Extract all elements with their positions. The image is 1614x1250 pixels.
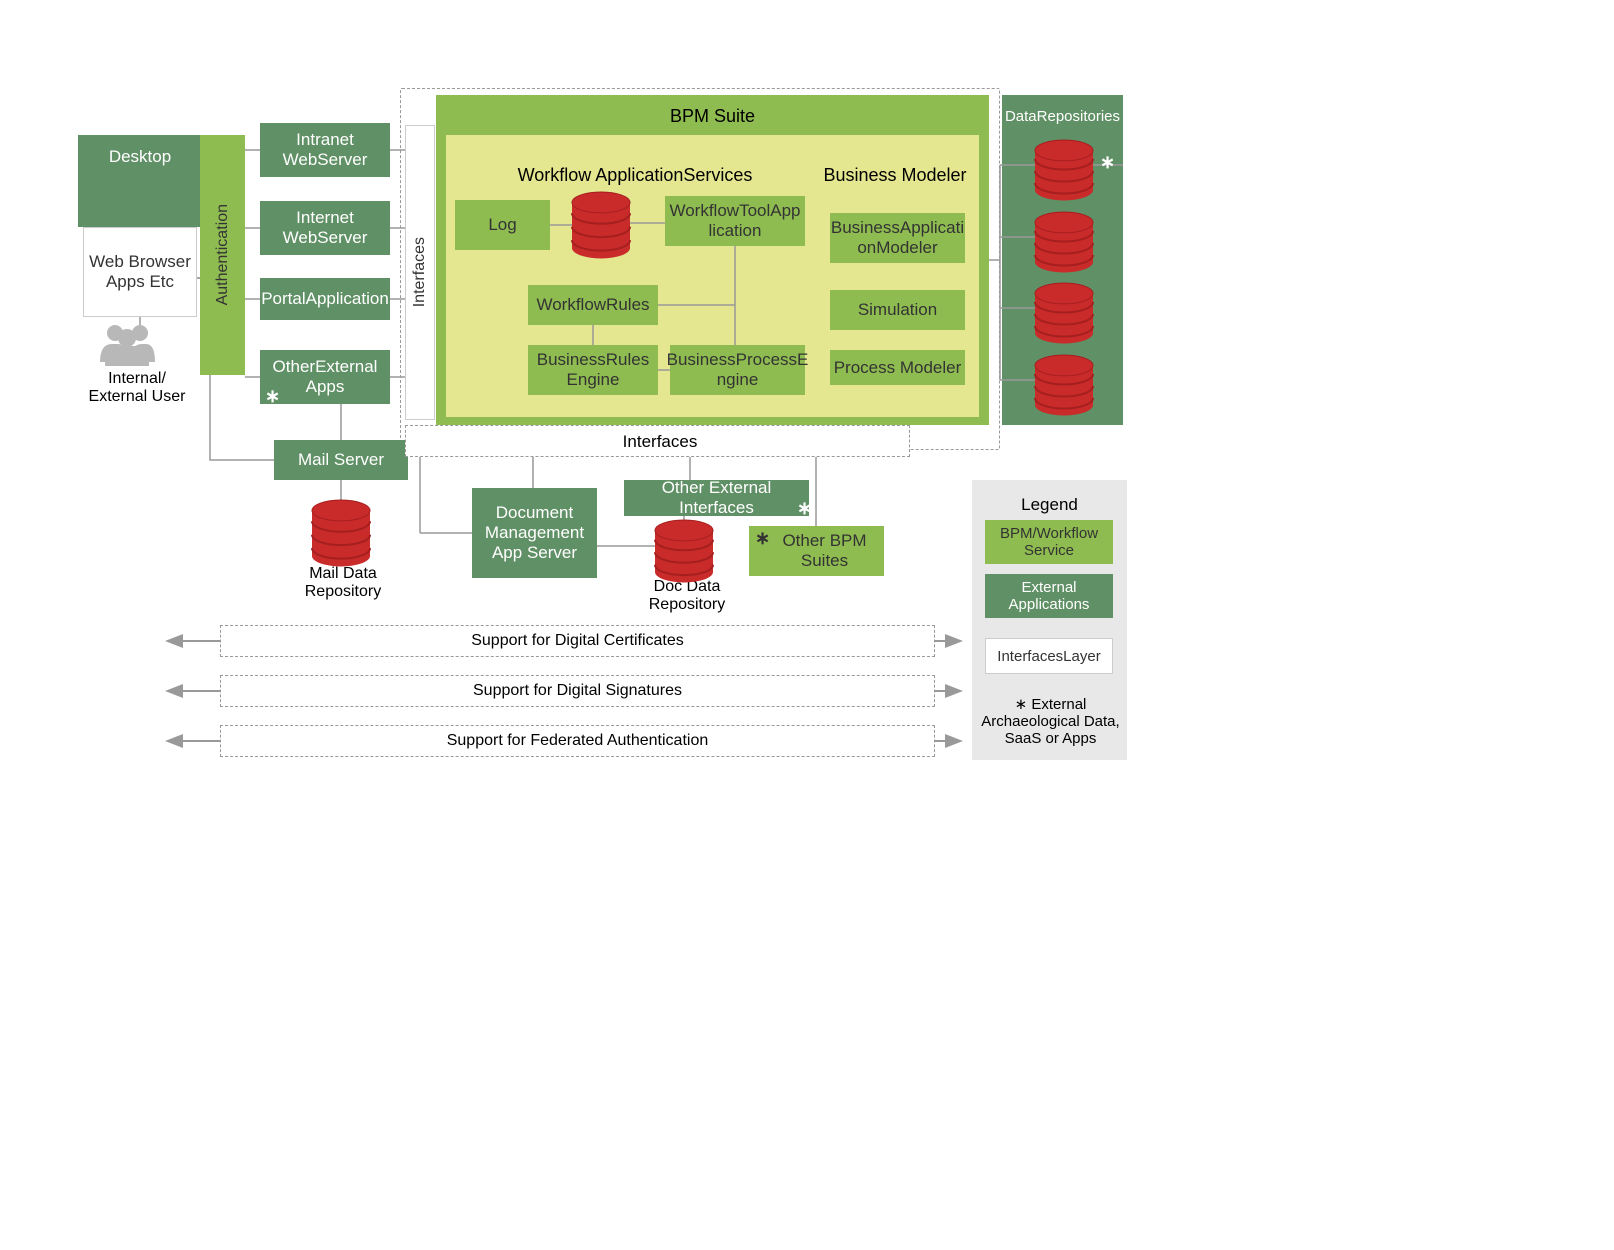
- other-ext-interfaces-box: Other External Interfaces: [624, 480, 809, 516]
- business-app-modeler-box: BusinessApplicati onModeler: [830, 213, 965, 263]
- connector-line: [935, 640, 947, 642]
- arrow-left-icon: [165, 684, 183, 698]
- arrow-right-icon: [945, 634, 963, 648]
- legend-ext-box: External Applications: [985, 574, 1113, 618]
- web-browser-box: Web Browser Apps Etc: [83, 227, 197, 317]
- support-cert-bar: Support for Digital Certificates: [220, 625, 935, 657]
- support-sig-label: Support for Digital Signatures: [473, 682, 682, 700]
- intranet-webserver-box: Intranet WebServer: [260, 123, 390, 177]
- data-repositories-title: DataRepositories: [1002, 108, 1123, 125]
- arrow-left-icon: [165, 634, 183, 648]
- doc-mgmt-box: Document Management App Server: [472, 488, 597, 578]
- mail-server-box: Mail Server: [274, 440, 408, 480]
- business-rules-engine-box: BusinessRules Engine: [528, 345, 658, 395]
- connector-line: [183, 640, 220, 642]
- database-cylinder-icon: [1035, 355, 1093, 420]
- arrow-left-icon: [165, 734, 183, 748]
- support-cert-label: Support for Digital Certificates: [471, 632, 684, 650]
- internet-webserver-box: Internet WebServer: [260, 201, 390, 255]
- database-cylinder-icon: [572, 192, 630, 263]
- interfaces-bottom-label: Interfaces: [420, 432, 900, 452]
- connector-line: [183, 690, 220, 692]
- database-cylinder-icon: [1035, 283, 1093, 348]
- database-cylinder-icon: [312, 500, 370, 571]
- workflow-tool-app-box: WorkflowToolApp lication: [665, 196, 805, 246]
- business-modeler-title: Business Modeler: [820, 165, 970, 186]
- asterisk-marker: ∗: [797, 498, 812, 519]
- connector-line: [183, 740, 220, 742]
- database-cylinder-icon: [1035, 212, 1093, 277]
- workflow-title: Workflow ApplicationServices: [460, 165, 810, 186]
- log-box: Log: [455, 200, 550, 250]
- legend-title: Legend: [972, 495, 1127, 515]
- asterisk-marker: ∗: [265, 386, 280, 407]
- diagram-canvas: BPM Suite DataRepositories Legend: [0, 0, 1614, 1250]
- portal-application-box: PortalApplication: [260, 278, 390, 320]
- legend-interfaces-box: InterfacesLayer: [985, 638, 1113, 674]
- support-fed-label: Support for Federated Authentication: [447, 732, 709, 750]
- interfaces-left-box: Interfaces: [405, 125, 435, 420]
- database-cylinder-icon: [1035, 140, 1093, 205]
- support-fed-bar: Support for Federated Authentication: [220, 725, 935, 757]
- arrow-right-icon: [945, 734, 963, 748]
- simulation-box: Simulation: [830, 290, 965, 330]
- bpm-suite-title: BPM Suite: [436, 106, 989, 127]
- connector-line: [935, 740, 947, 742]
- connector-line: [935, 690, 947, 692]
- asterisk-marker: ∗: [1100, 152, 1115, 173]
- authentication-label: Authentication: [214, 204, 232, 305]
- arrow-right-icon: [945, 684, 963, 698]
- legend-asterisk-note: ∗ External Archaeological Data, SaaS or …: [978, 695, 1123, 747]
- asterisk-marker: ∗: [755, 528, 770, 549]
- workflow-rules-box: WorkflowRules: [528, 285, 658, 325]
- legend-bpm-box: BPM/Workflow Service: [985, 520, 1113, 564]
- authentication-box: Authentication: [200, 135, 245, 375]
- user-label: Internal/ External User: [78, 370, 196, 406]
- desktop-box: Desktop: [78, 135, 202, 227]
- business-process-engine-box: BusinessProcessE ngine: [670, 345, 805, 395]
- user-icon: [100, 322, 155, 366]
- interfaces-left-label: Interfaces: [411, 237, 429, 307]
- process-modeler-box: Process Modeler: [830, 350, 965, 385]
- database-cylinder-icon: [655, 520, 713, 587]
- support-sig-bar: Support for Digital Signatures: [220, 675, 935, 707]
